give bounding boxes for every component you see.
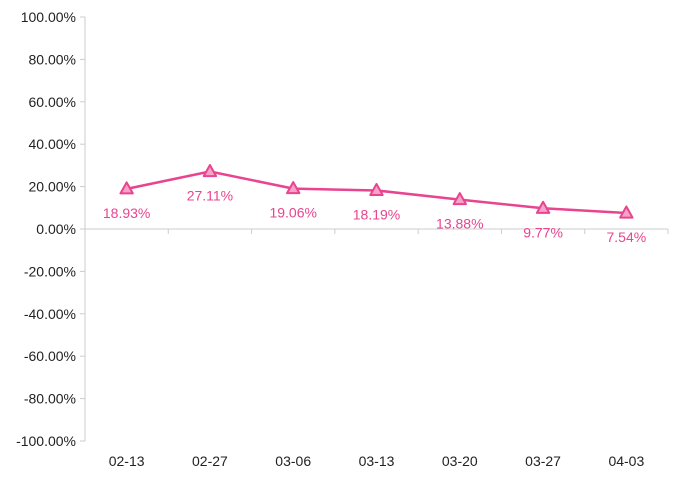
y-tick-label: -100.00%: [16, 433, 76, 449]
x-tick-label: 02-27: [192, 453, 228, 469]
data-labels: 18.93% 27.11% 19.06% 18.19% 13.88% 9.77% 7.54%: [103, 188, 646, 245]
y-tick-label: 0.00%: [36, 221, 76, 237]
y-tick-label: 60.00%: [29, 94, 76, 110]
y-tick-label: -40.00%: [24, 306, 76, 322]
y-axis-tick-labels: 100.00% 80.00% 60.00% 40.00% 20.00% 0.00% -20.…: [16, 9, 76, 449]
data-label: 9.77%: [523, 224, 563, 240]
y-tick-label: -80.00%: [24, 391, 76, 407]
data-label: 18.93%: [103, 205, 150, 221]
y-tick-label: -60.00%: [24, 348, 76, 364]
data-label: 7.54%: [607, 229, 647, 245]
triangle-marker: [119, 181, 134, 195]
y-tick-label: 20.00%: [29, 179, 76, 195]
triangle-marker: [286, 181, 301, 195]
y-tick-label: 40.00%: [29, 136, 76, 152]
triangle-marker: [369, 182, 384, 196]
x-tick-label: 02-13: [109, 453, 145, 469]
triangle-marker: [535, 200, 551, 214]
x-tick-label: 03-13: [359, 453, 395, 469]
x-axis-tick-labels: 02-13 02-27 03-06 03-13 03-20 03-27 04-03: [109, 453, 645, 469]
x-tick-label: 03-20: [442, 453, 478, 469]
triangle-marker: [619, 205, 634, 219]
data-label: 19.06%: [269, 205, 316, 221]
x-tick-label: 03-27: [525, 453, 561, 469]
y-tick-label: 100.00%: [21, 9, 76, 25]
markers: [119, 164, 634, 219]
axes: [80, 16, 669, 442]
x-tick-label: 04-03: [608, 453, 644, 469]
data-label: 13.88%: [436, 216, 483, 232]
y-tick-label: -20.00%: [24, 263, 76, 279]
data-label: 18.19%: [353, 206, 400, 222]
x-tick-label: 03-06: [275, 453, 311, 469]
y-tick-label: 80.00%: [29, 51, 76, 67]
triangle-marker: [452, 192, 467, 206]
data-label: 27.11%: [187, 188, 233, 204]
triangle-marker: [202, 164, 218, 178]
